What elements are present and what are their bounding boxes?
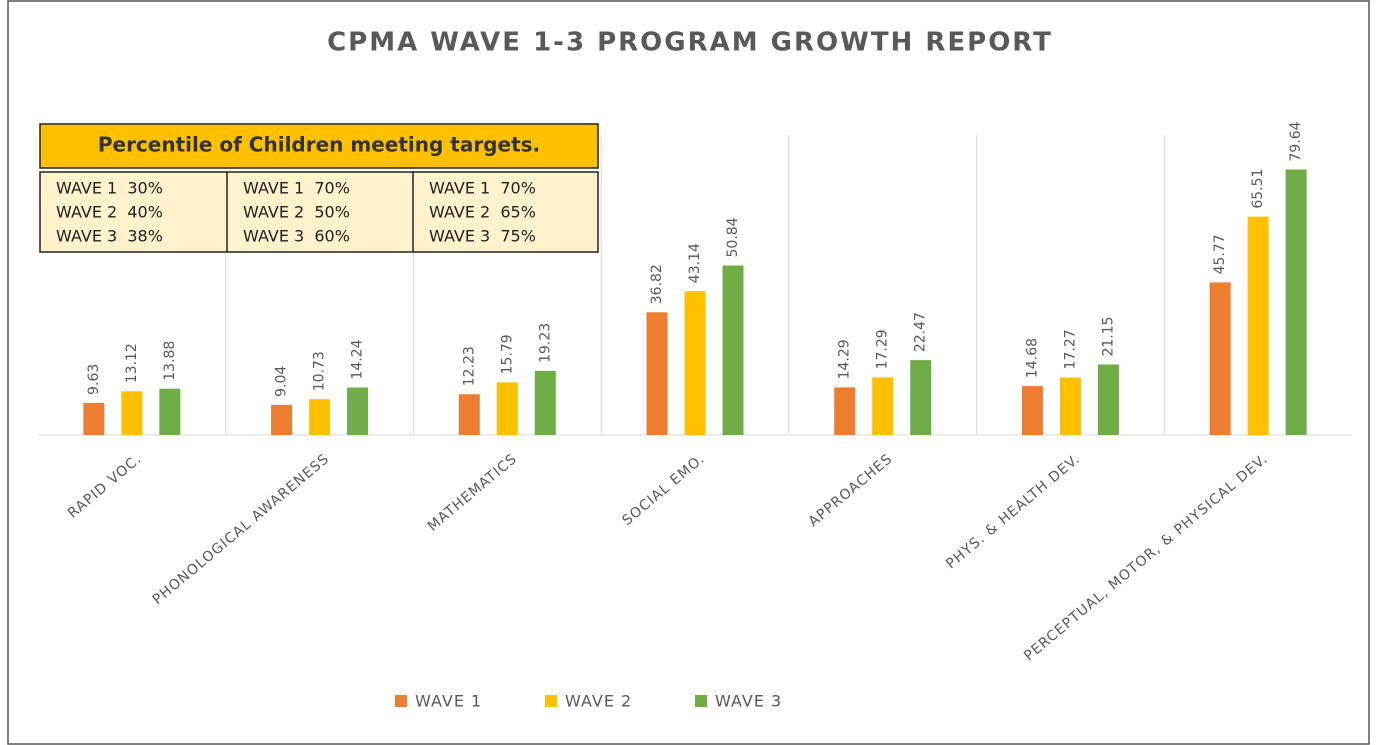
data-label: 9.63 [86,364,102,395]
bar [159,388,181,435]
data-label: 36.82 [649,264,665,304]
bar [872,377,894,435]
data-label: 65.51 [1250,169,1266,209]
legend-swatch [545,695,557,707]
data-label: 50.84 [725,217,741,257]
data-label: 13.88 [162,341,178,381]
annotation-cell: WAVE 3 38% [56,227,163,246]
data-label: 9.04 [274,366,290,397]
annotation-title: Percentile of Children meeting targets. [98,133,540,157]
annotation-title-box [39,123,599,169]
data-label: 10.73 [312,351,328,391]
bar [271,404,293,435]
bar [1247,216,1269,435]
bar [458,394,480,435]
data-label: 13.12 [124,343,140,383]
annotation-cell: WAVE 3 60% [243,227,350,246]
bar [496,382,518,435]
bar [1021,386,1043,435]
annotation-cell: WAVE 2 40% [56,203,163,222]
bar [347,387,369,435]
legend-label: WAVE 3 [715,692,782,711]
bar [722,265,744,435]
bar [1285,169,1307,436]
data-label: 12.23 [461,346,477,386]
bar [83,402,105,435]
data-label: 43.14 [687,243,703,283]
bar [1097,364,1119,435]
legend-swatch [395,695,407,707]
data-label: 14.29 [837,339,853,379]
bar [309,399,331,435]
bar [684,291,706,435]
annotation-cell: WAVE 1 30% [56,179,163,198]
data-label: 45.77 [1212,234,1228,274]
data-label: 17.27 [1062,329,1078,369]
bar [1059,377,1081,435]
data-label: 15.79 [499,334,515,374]
bar [910,360,932,435]
data-label: 19.23 [537,323,553,363]
annotation-cell: WAVE 2 65% [429,203,536,222]
annotation-table [39,171,599,253]
annotation-cell: WAVE 2 50% [243,203,350,222]
data-label: 79.64 [1288,121,1304,161]
legend-label: WAVE 2 [565,692,632,711]
annotation-cell: WAVE 1 70% [243,179,350,198]
chart-title: CPMA WAVE 1-3 PROGRAM GROWTH REPORT [327,28,1053,58]
bar [534,370,556,435]
data-label: 22.47 [913,312,929,352]
annotation-cell: WAVE 3 75% [429,227,536,246]
data-label: 14.68 [1024,338,1040,378]
data-label: 14.24 [350,339,366,379]
legend-swatch [695,695,707,707]
data-label: 21.15 [1100,316,1116,356]
bar [1209,282,1231,435]
bar [121,391,143,435]
bar [646,312,668,435]
data-label: 17.29 [875,329,891,369]
annotation-cell: WAVE 1 70% [429,179,536,198]
legend-label: WAVE 1 [415,692,482,711]
bar [834,387,856,435]
